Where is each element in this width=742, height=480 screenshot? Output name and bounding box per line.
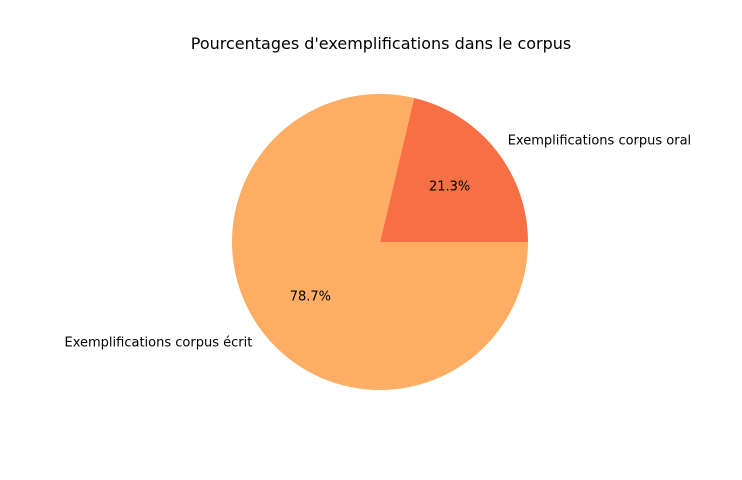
chart-title: Pourcentages d'exemplifications dans le … <box>190 34 572 53</box>
pie-pct-label-2: 78.7% <box>290 290 331 305</box>
pie-pct-label-1: 21.3% <box>429 179 470 194</box>
pie-category-label-2: Exemplifications corpus écrit <box>65 335 253 350</box>
pie-category-label-1: Exemplifications corpus oral <box>508 134 691 149</box>
pie-slice-1 <box>380 97 528 243</box>
pie-slice-2 <box>231 94 528 390</box>
